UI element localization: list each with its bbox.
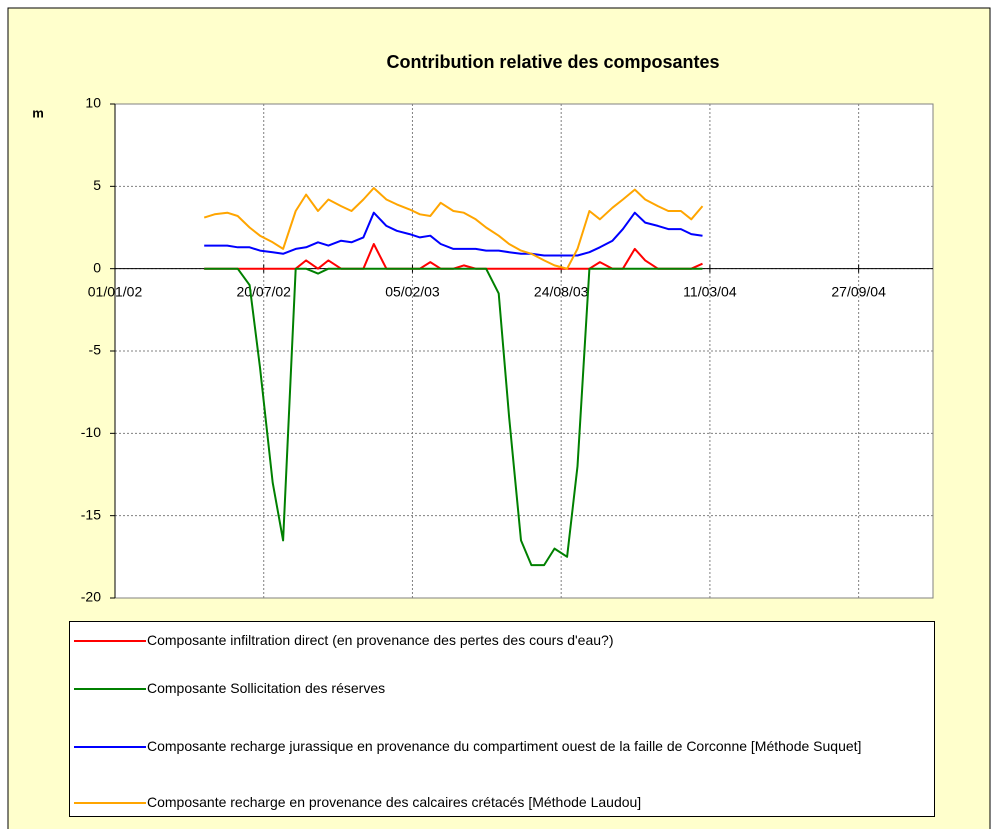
legend-swatch: [74, 746, 146, 748]
legend-label: Composante recharge jurassique en proven…: [147, 738, 862, 754]
y-axis-label: m: [32, 105, 44, 120]
series-line: [203, 187, 704, 270]
x-tick-label: 20/07/02: [236, 283, 291, 299]
x-tick-label: 11/03/04: [683, 283, 737, 299]
legend-label: Composante recharge en provenance des ca…: [147, 794, 642, 810]
legend-swatch: [74, 688, 146, 690]
chart-title: Contribution relative des composantes: [386, 52, 719, 72]
legend-label: Composante infiltration direct (en prove…: [147, 632, 614, 648]
series-line: [204, 211, 703, 257]
x-tick-label: 05/02/03: [385, 283, 440, 299]
y-tick-label: 5: [93, 177, 101, 193]
legend-swatch: [74, 640, 146, 642]
legend: Composante infiltration direct (en prove…: [69, 621, 935, 817]
y-tick-label: -5: [89, 342, 102, 358]
x-tick-label: 24/08/03: [534, 283, 589, 299]
y-tick-label: 0: [93, 259, 101, 275]
legend-swatch: [74, 802, 146, 804]
x-tick-label: 27/09/04: [831, 283, 886, 299]
series-line: [204, 267, 703, 567]
y-tick-label: -10: [81, 424, 101, 440]
legend-label: Composante Sollicitation des réserves: [147, 680, 386, 696]
y-tick-label: -20: [81, 589, 101, 605]
y-tick-label: 10: [85, 95, 101, 111]
y-tick-label: -15: [81, 506, 101, 522]
